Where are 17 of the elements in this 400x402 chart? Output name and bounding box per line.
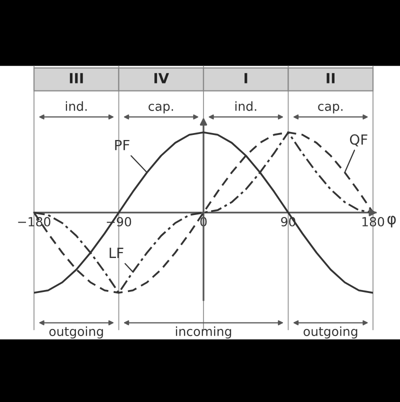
- x-tick-label: 180: [362, 216, 384, 226]
- legend-label: QF: [350, 134, 368, 146]
- x-tick-label: −180: [18, 216, 50, 226]
- text: cap.: [318, 104, 342, 114]
- text: PF: [115, 140, 130, 150]
- x-axis-title: φ: [387, 216, 396, 228]
- text: cap.: [148, 104, 173, 114]
- text: outgoing: [49, 326, 103, 339]
- text: ind.: [66, 101, 87, 111]
- text: I: [244, 73, 248, 84]
- series-label: LF: [110, 248, 124, 258]
- text: III: [70, 73, 83, 84]
- text: ind.: [235, 101, 256, 111]
- text: II: [326, 73, 335, 84]
- text: outgoing: [304, 326, 358, 339]
- text: incoming: [176, 326, 232, 339]
- text: IV: [154, 73, 170, 84]
